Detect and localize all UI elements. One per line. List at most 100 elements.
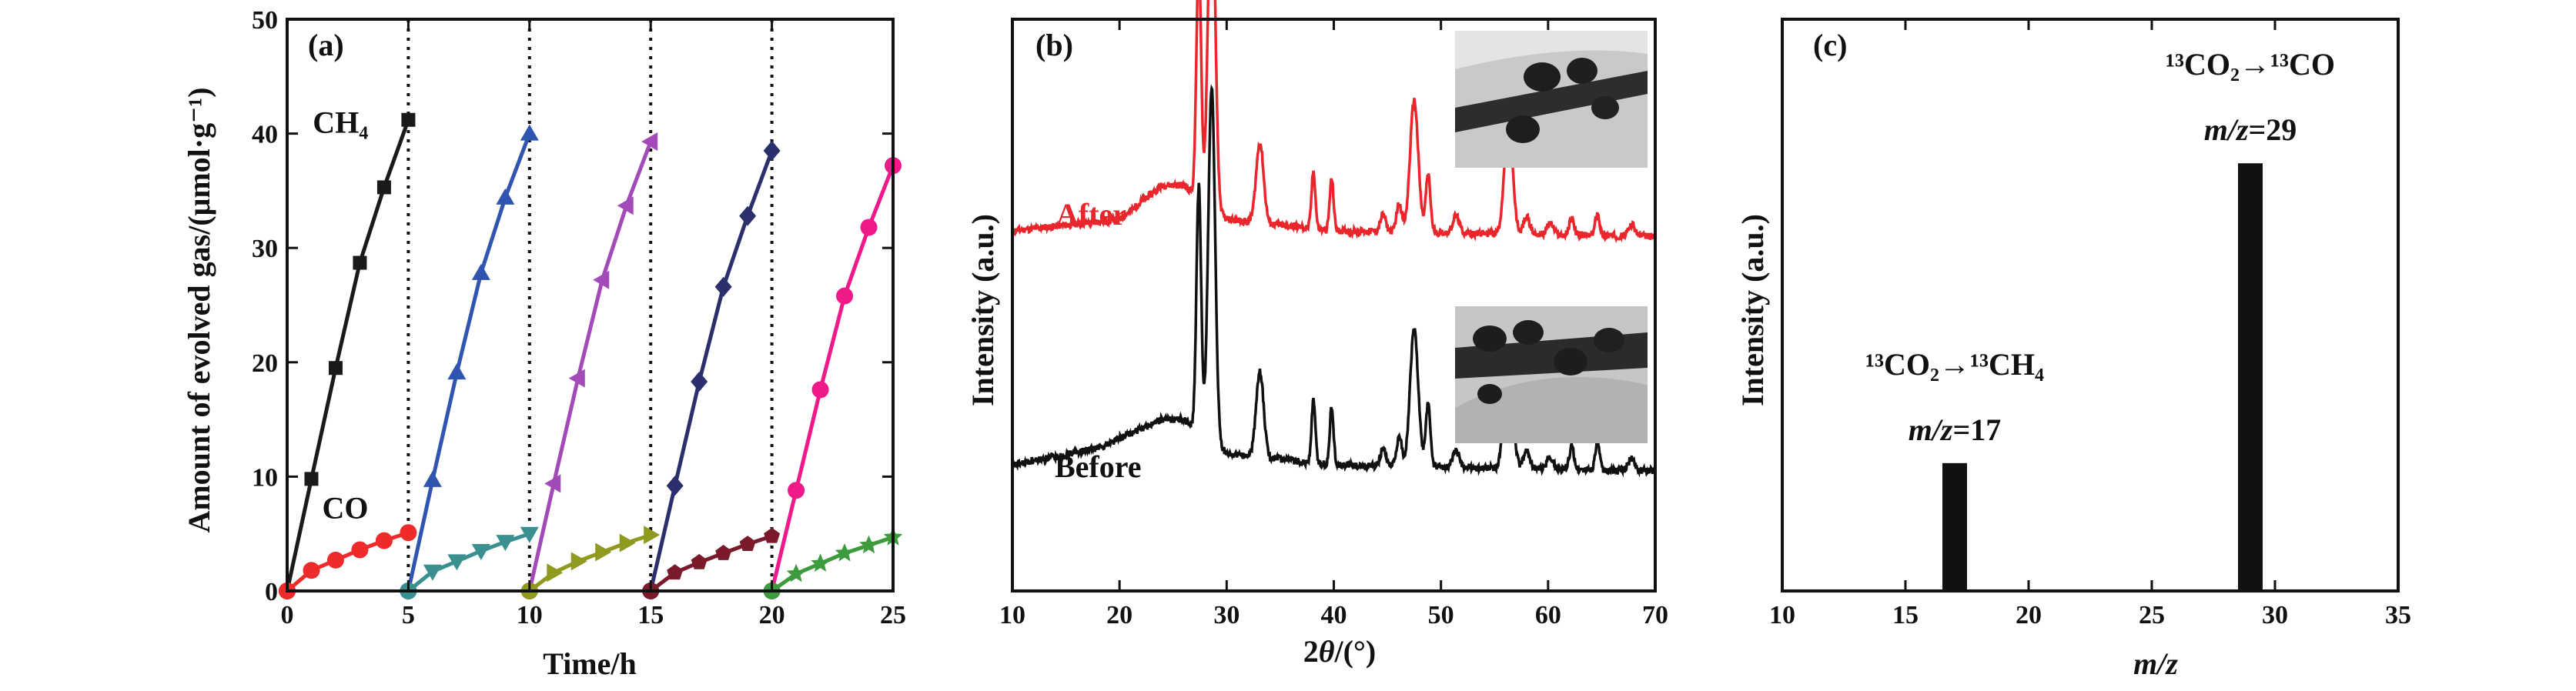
bar-mz-29	[2238, 163, 2263, 591]
panel-b-series	[1011, 0, 1657, 478]
ch4-annotation: CH₄	[313, 105, 368, 140]
after-series-label: After	[1056, 197, 1126, 232]
panel-c-label: (c)	[1813, 28, 1847, 62]
series-co-cycle-5-point	[835, 543, 855, 562]
panel-c-x-tick-label: 30	[2262, 601, 2288, 629]
series-ch4-cycle-2-point	[471, 263, 490, 280]
panel-a-y-tick-label: 0	[265, 578, 278, 606]
xrd-pattern-after	[1011, 0, 1657, 244]
series-co-cycle-5-point	[786, 563, 806, 583]
panel-a-y-tick-label: 50	[252, 6, 278, 35]
series-ch4-cycle-2-point	[447, 363, 467, 380]
series-ch4-cycle-5-point	[788, 482, 805, 499]
series-co-cycle-4-point	[715, 545, 732, 560]
panel-c-x-tick-label: 35	[2385, 601, 2411, 629]
series-co-cycle-2-point	[520, 526, 539, 543]
panel-b-axes: 10 20 30 40 50 60 70	[999, 18, 1668, 629]
panel-b-y-axis-title: Intensity (a.u.)	[965, 214, 1000, 406]
bar-mz-29-mz-label: m/z=29	[2204, 112, 2297, 147]
panel-a-label: (a)	[308, 28, 344, 62]
panel-a-x-tick-label: 20	[759, 601, 785, 629]
panel-b-x-tick-label: 10	[999, 601, 1025, 629]
bar-mz-17	[1942, 462, 1967, 591]
series-ch4-cycle-3-point	[544, 474, 561, 493]
panel-b-x-axis-title: 2θ/(°)	[1303, 634, 1377, 669]
bar-mz-29-mz-label-symbol: m/z	[2204, 112, 2249, 147]
panel-b-x-tick-label: 30	[1213, 601, 1239, 629]
panel-a-x-tick-label: 15	[637, 601, 664, 629]
series-ch4-cycle-2	[400, 124, 539, 599]
panel-b-x-tick-label: 40	[1321, 601, 1347, 629]
panel-a-series	[279, 112, 903, 599]
series-ch4-cycle-1-point	[376, 180, 391, 195]
panel-b-chart: 10 20 30 40 50 60 70 (b) 2θ/(°) Intensity (a.u…	[965, 0, 1668, 669]
series-ch4-cycle-4-point	[763, 140, 781, 161]
series-ch4-cycle-3-point	[617, 196, 634, 215]
panel-c-x-tick-label: 25	[2139, 601, 2165, 629]
panel-b-label: (b)	[1035, 28, 1073, 62]
series-ch4-cycle-5-point	[811, 381, 829, 399]
xrd-pattern-before	[1011, 84, 1657, 478]
series-co-cycle-4-point	[691, 553, 708, 569]
panel-c-x-tick-label: 10	[1769, 601, 1795, 629]
panel-a-x-axis-title: Time/h	[543, 646, 637, 681]
bar-mz-17-mz-label-value: =17	[1953, 412, 2002, 447]
series-co-cycle-2-point	[447, 554, 467, 571]
bar-mz-17-mz-label: m/z=17	[1909, 412, 2002, 447]
series-ch4-cycle-4	[642, 140, 781, 599]
panel-c-x-axis-title: m/z	[2133, 646, 2178, 681]
series-co-cycle-1-point	[400, 524, 417, 542]
series-ch4-cycle-4-point	[739, 205, 757, 226]
series-co-cycle-1-point	[375, 532, 393, 549]
after-tem-image	[1455, 31, 1648, 168]
series-co-cycle-4-point	[667, 564, 684, 580]
panel-a-x-tick-label: 0	[281, 601, 294, 629]
series-co-cycle-5-point	[859, 535, 878, 554]
series-ch4-cycle-5-line	[770, 165, 895, 592]
series-ch4-cycle-5-point	[836, 287, 854, 305]
bar-mz-17-reaction-label: ¹³CO₂→¹³CH₄	[1865, 347, 2044, 382]
series-ch4-cycle-4-point	[691, 372, 708, 392]
series-ch4-cycle-1-line	[285, 119, 410, 592]
series-ch4-cycle-1-point	[353, 255, 367, 270]
bar-mz-29-reaction-label: ¹³CO₂→¹³CO	[2166, 47, 2335, 82]
bar-mz-17-mz-label-symbol: m/z	[1909, 412, 1953, 447]
series-co-cycle-2-line	[406, 532, 530, 593]
panel-c-plot-frame	[1781, 18, 2400, 593]
series-ch4-cycle-3-line	[527, 141, 653, 592]
panel-c-x-tick-label: 15	[1892, 601, 1919, 629]
series-co-cycle-3-point	[547, 563, 564, 583]
series-ch4-cycle-2-point	[496, 188, 515, 205]
bar-mz-29-mz-label-value: =29	[2249, 112, 2297, 147]
series-ch4-cycle-4-line	[648, 150, 774, 592]
panel-a-x-tick-label: 10	[517, 601, 543, 629]
series-co-cycle-2-point	[496, 535, 515, 552]
panel-a-plot-frame	[286, 18, 895, 593]
series-ch4-cycle-1-point	[328, 361, 343, 376]
panel-a-axes: 0 5 10 15 20 25 0 10 20 30 40 50	[252, 6, 906, 629]
series-co-cycle-5-point	[811, 553, 830, 572]
series-ch4-cycle-3-point	[641, 132, 658, 152]
panel-b-x-tick-label: 50	[1428, 601, 1454, 629]
series-ch4-cycle-3	[520, 132, 658, 599]
panel-a-y-tick-label: 30	[252, 235, 278, 263]
panel-b-x-tick-label: 20	[1106, 601, 1132, 629]
panel-b-x-tick-label: 60	[1535, 601, 1561, 629]
panel-a-x-tick-label: 5	[402, 601, 415, 629]
series-ch4-cycle-3-point	[593, 270, 610, 289]
series-ch4-cycle-2-line	[406, 132, 532, 592]
co-annotation: CO	[323, 491, 369, 526]
panel-a-x-tick-label: 25	[880, 601, 906, 629]
panel-a-chart: 0 5 10 15 20 25 0 10 20 30 40 50 (a) Time/h Amount …	[182, 6, 906, 681]
series-ch4-cycle-5	[763, 157, 902, 599]
series-co-cycle-2-point	[423, 564, 442, 581]
series-co-cycle-3-point	[570, 552, 587, 571]
panel-a-y-axis-title: Amount of evolved gas/(μmol·g⁻¹)	[182, 87, 216, 532]
before-tem-image	[1455, 306, 1648, 443]
series-co-cycle-3-point	[595, 542, 612, 562]
series-co-cycle-4-point	[739, 536, 756, 551]
series-co-cycle-2-point	[471, 543, 490, 560]
series-ch4-cycle-2-point	[423, 470, 442, 487]
